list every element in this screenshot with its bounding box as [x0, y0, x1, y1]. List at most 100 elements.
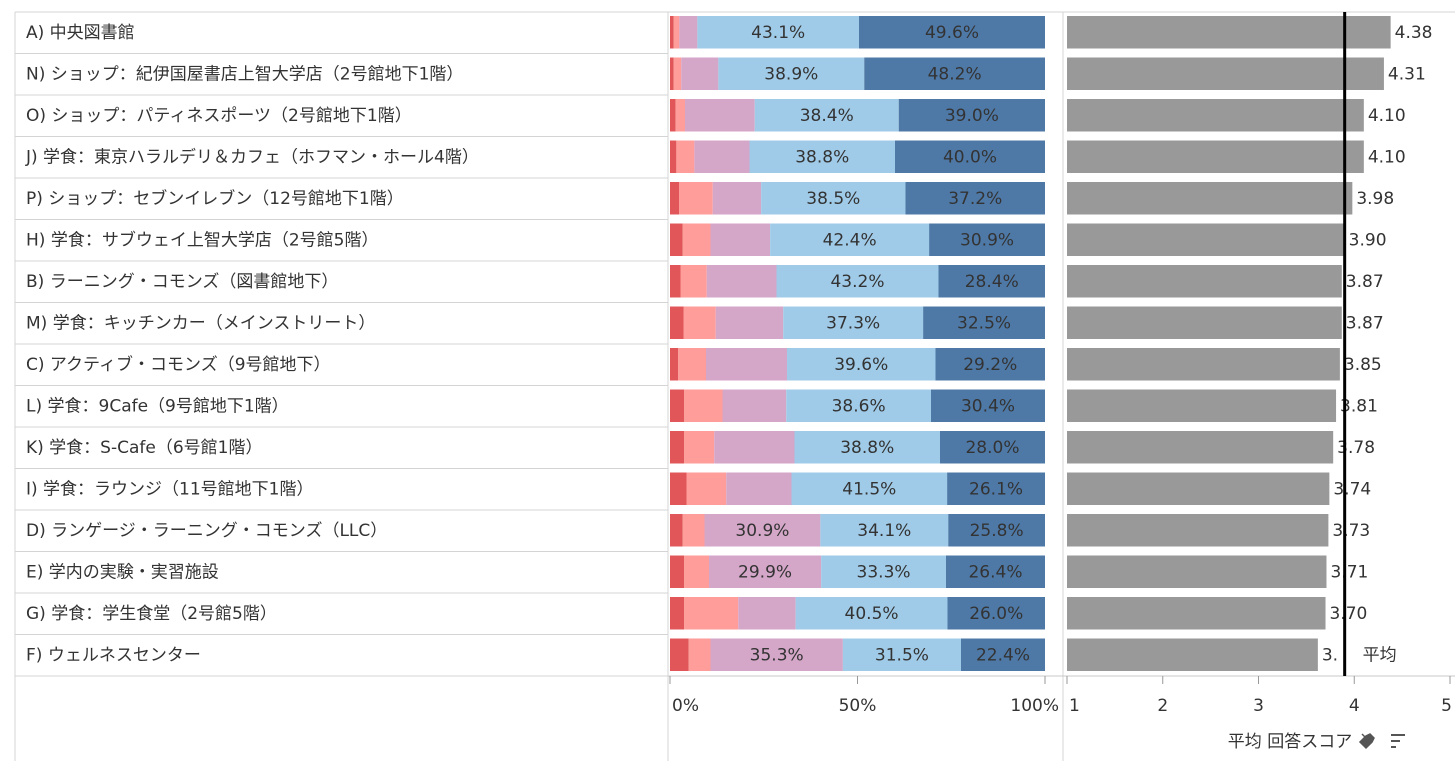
bar-segment [718, 57, 865, 90]
bar-segment [670, 99, 676, 132]
value-label: 31.5% [875, 645, 929, 665]
bar-segment [685, 99, 755, 132]
bar-segment [670, 348, 679, 381]
value-label: 38.6% [832, 396, 886, 416]
mean-bar [1067, 597, 1326, 630]
bar-segment [684, 597, 739, 630]
bar-segment [948, 514, 1045, 547]
mean-label: 3.70 [1330, 604, 1368, 624]
mean-label: 3. [1322, 645, 1338, 665]
bar-segment [680, 265, 707, 298]
value-label: 29.9% [738, 562, 792, 582]
bar-segment [684, 431, 715, 464]
x-tick-label: 5 [1441, 696, 1452, 716]
row-label: F) ウェルネスセンター [26, 645, 201, 665]
value-label: 43.2% [830, 272, 884, 292]
bar-segment [679, 182, 713, 215]
value-label: 33.3% [857, 562, 911, 582]
bar-segment [670, 431, 685, 464]
bar-segment [704, 514, 821, 547]
bar-segment [791, 472, 948, 505]
pin-icon[interactable] [1358, 733, 1375, 750]
bar-segment [678, 348, 706, 381]
bar-segment [929, 223, 1045, 256]
value-label: 48.2% [928, 64, 982, 84]
x-tick-label: 1 [1069, 696, 1080, 716]
bar-segment [684, 389, 723, 422]
value-label: 39.0% [945, 106, 999, 126]
row-label: P) ショップ：セブンイレブン（12号館地下1階） [26, 188, 404, 209]
bar-segment [706, 265, 777, 298]
mean-bar [1067, 514, 1329, 547]
bar-segment [688, 638, 711, 671]
value-label: 29.2% [963, 355, 1017, 375]
value-label: 34.1% [857, 521, 911, 541]
mean-label: 4.10 [1368, 147, 1406, 167]
row-label: B) ラーニング・コモンズ（図書館地下） [26, 272, 338, 292]
bar-segment [670, 57, 674, 90]
row-label: J) 学食：東京ハラルデリ＆カフェ（ホフマン・ホール4階） [25, 146, 479, 167]
bar-segment [714, 431, 795, 464]
bar-segment [670, 638, 689, 671]
reference-label-bg [1360, 644, 1401, 667]
row-label: M) 学食：キッチンカー（メインストリート） [26, 313, 375, 333]
bar-segment [947, 472, 1045, 505]
sort-icon[interactable] [1391, 734, 1405, 748]
mean-label: 4.10 [1368, 106, 1406, 126]
bar-segment [923, 306, 1045, 339]
value-label: 28.4% [965, 272, 1019, 292]
x-tick-label: 4 [1349, 696, 1360, 716]
bar-segment [938, 265, 1045, 298]
bar-segment [761, 182, 906, 215]
bar-segment [715, 306, 784, 339]
x-tick-label: 2 [1157, 696, 1168, 716]
reference-label: 平均 [1363, 645, 1397, 665]
mean-label: 3.74 [1333, 479, 1371, 499]
value-label: 49.6% [925, 23, 979, 43]
axis-title: 平均 回答スコア [1228, 732, 1352, 752]
mean-label: 3.87 [1346, 272, 1384, 292]
row-label: A) 中央図書館 [26, 23, 135, 43]
bar-segment [859, 16, 1045, 49]
bar-segment [683, 306, 716, 339]
value-label: 26.4% [968, 562, 1022, 582]
bar-segment [794, 431, 940, 464]
row-label: O) ショップ：パティネスポーツ（2号館地下1階） [26, 106, 412, 126]
row-label: I) 学食：ラウンジ（11号館地下1階） [26, 479, 314, 499]
mean-bar [1067, 431, 1334, 464]
row-label: G) 学食：学生食堂（2号館5階） [26, 604, 277, 624]
mean-bar [1067, 140, 1364, 173]
bar-segment [905, 182, 1045, 215]
value-label: 38.5% [806, 189, 860, 209]
bar-segment [961, 638, 1045, 671]
value-label: 35.3% [750, 645, 804, 665]
bar-segment [898, 99, 1045, 132]
x-tick-label: 3 [1253, 696, 1264, 716]
bar-segment [820, 514, 949, 547]
mean-label: 3.90 [1349, 230, 1387, 250]
bar-segment [940, 431, 1045, 464]
value-label: 38.8% [795, 147, 849, 167]
bar-segment [931, 389, 1045, 422]
bar-segment [670, 265, 681, 298]
value-label: 38.9% [764, 64, 818, 84]
x-tick-label: 0% [672, 696, 699, 716]
bar-segment [786, 389, 931, 422]
bar-segment [670, 16, 674, 49]
value-label: 41.5% [842, 479, 896, 499]
row-label: E) 学内の実験・実習施設 [26, 562, 219, 582]
mean-bar [1067, 389, 1337, 422]
mean-label: 3.78 [1337, 438, 1375, 458]
bar-segment [670, 223, 683, 256]
value-label: 43.1% [751, 23, 805, 43]
mean-bar [1067, 265, 1342, 298]
bar-segment [709, 555, 822, 588]
bar-segment [706, 348, 787, 381]
value-label: 39.6% [834, 355, 888, 375]
bar-segment [684, 555, 709, 588]
mean-bar [1067, 99, 1364, 132]
row-label: L) 学食：9Cafe（9号館地下1階） [26, 396, 289, 416]
bar-segment [795, 597, 948, 630]
row-label: K) 学食：S-Cafe（6号館1階） [26, 438, 262, 458]
